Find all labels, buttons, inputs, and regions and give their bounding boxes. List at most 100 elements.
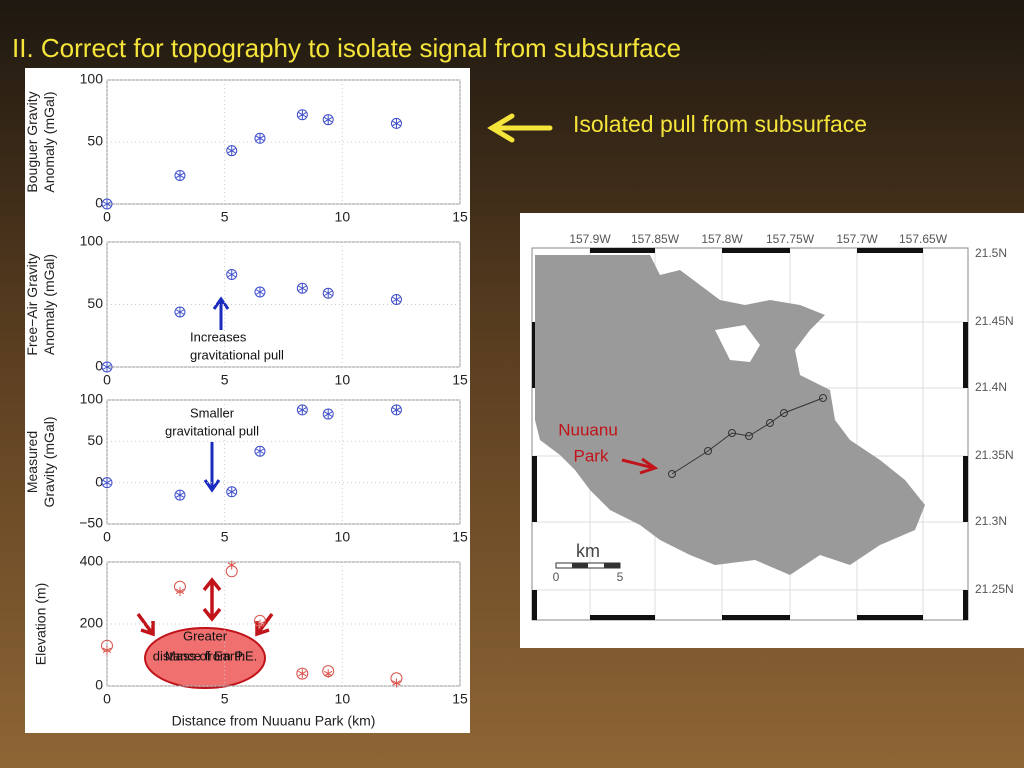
y-tick-label: 200 [80,615,104,631]
data-point [255,619,265,629]
x-tick-label: 5 [221,372,229,388]
lat-label: 21.25N [975,582,1014,596]
x-tick-label: 10 [335,529,351,545]
stations [668,394,827,478]
data-point [390,294,402,305]
marker-star [392,680,401,686]
data-point [101,361,113,373]
data-point [101,477,113,489]
marker-star [175,172,185,179]
y-axis-label: Gravity (mGal) [41,417,57,508]
data-point [254,132,266,144]
slide-title: II. Correct for topography to isolate si… [12,33,681,63]
callout: Isolated pull from subsurface [573,111,867,137]
data-point [226,486,238,498]
data-point [174,489,186,501]
blue-arrow-down [203,442,221,493]
y-tick-label: 50 [87,432,103,448]
land [535,255,925,575]
annotation: distance from P.E. [153,648,258,663]
place-arrow [621,457,659,475]
x-tick-label: 15 [452,691,468,707]
x-tick-label: 10 [335,209,351,225]
marker-star [323,116,333,123]
x-tick-label: 0 [103,372,111,388]
marker-star [255,289,265,295]
x-tick-label: 10 [335,691,351,707]
earth-mass [144,627,266,689]
marker-star [323,411,333,417]
lon-label: 157.7W [836,232,878,246]
marker-star [297,285,307,292]
annotation: Increases [190,329,247,344]
data-point [226,269,238,280]
marker-star [324,670,333,677]
data-point [254,445,266,457]
marker-star [297,406,307,413]
data-point [322,408,334,420]
marker-star [102,201,112,207]
marker-star [227,271,237,278]
lat-label: 21.45N [975,314,1014,328]
data-point [296,404,308,416]
y-tick-label: −50 [79,515,103,531]
marker-star [297,111,307,118]
lon-label: 157.8W [701,232,743,246]
lon-label: 157.75W [766,232,815,246]
x-axis-label: Distance from Nuuanu Park (km) [172,713,376,729]
marker-star [323,290,333,297]
yellow-arrow [487,113,553,143]
data-point [296,667,309,680]
x-tick-label: 15 [452,372,468,388]
annotation: Greater [183,628,228,643]
marker-star [298,670,307,677]
marker-star [391,406,402,413]
y-tick-label: 400 [80,553,104,569]
marker-star [175,309,185,315]
x-tick-label: 5 [221,209,229,225]
place-label: Park [574,446,609,465]
y-axis-label: Free−Air Gravity [24,253,40,355]
blue-arrow-up [212,296,230,330]
y-axis-label: Anomaly (mGal) [41,254,57,355]
annotation: gravitational pull [190,347,284,362]
marker-star [227,562,236,568]
data-point [324,669,333,679]
marker-star [102,364,112,370]
data-point [174,306,186,318]
x-tick-label: 15 [452,529,468,545]
data-point [102,645,112,655]
y-axis-label: Elevation (m) [33,583,49,665]
lon-labels: 157.9W 157.85W 157.8W 157.75W 157.7W 157… [569,232,947,246]
y-tick-label: 0 [95,195,103,211]
scale-tick: 0 [553,570,560,584]
x-tick-label: 10 [335,372,351,388]
station-line [671,397,824,475]
data-point [390,117,402,129]
marker-star [391,120,402,127]
marker-ring [296,667,309,680]
x-tick-label: 0 [103,529,111,545]
marker-star [102,647,112,654]
data-point [296,109,308,121]
lat-label: 21.3N [975,514,1007,528]
y-tick-label: 100 [80,391,104,407]
marker-star [227,147,237,154]
x-tick-label: 15 [452,209,468,225]
data-point [254,286,266,298]
y-axis-label: Bouguer Gravity [24,91,40,192]
y-axis-label: Measured [24,431,40,493]
marker-star [102,479,112,486]
y-tick-label: 50 [87,295,103,311]
y-tick-label: 0 [95,677,103,693]
data-point [226,145,238,157]
annotation: Smaller [190,405,235,420]
data-point [101,198,113,210]
y-tick-label: 100 [80,71,104,87]
lat-label: 21.35N [975,448,1014,462]
lat-label: 21.5N [975,246,1007,260]
marker-star [227,488,237,495]
